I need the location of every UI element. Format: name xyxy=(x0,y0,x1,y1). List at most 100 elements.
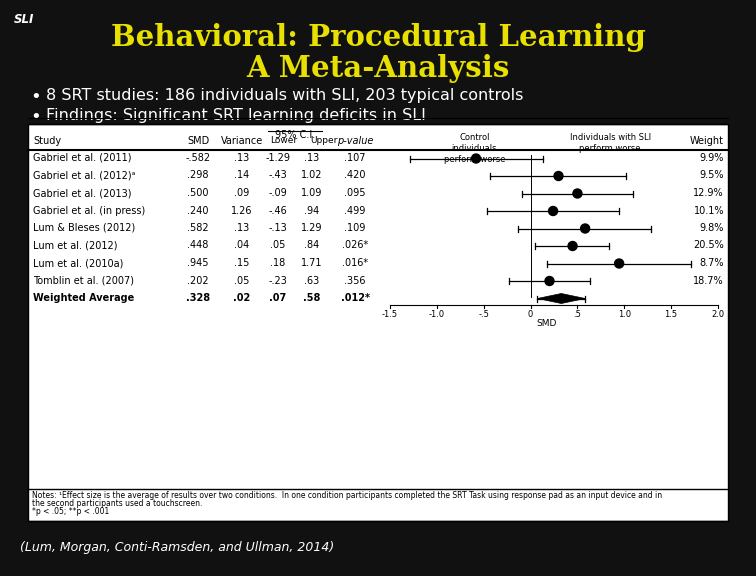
Text: .13: .13 xyxy=(305,153,320,163)
Text: (Lum, Morgan, Conti-Ramsden, and Ullman, 2014): (Lum, Morgan, Conti-Ramsden, and Ullman,… xyxy=(20,541,334,554)
Text: -.23: -.23 xyxy=(268,275,287,286)
Text: -.43: -.43 xyxy=(268,170,287,180)
Circle shape xyxy=(545,276,554,286)
Text: .012*: .012* xyxy=(340,293,370,303)
Text: A Meta-Analysis: A Meta-Analysis xyxy=(246,54,510,83)
Text: .15: .15 xyxy=(234,258,249,268)
Text: .58: .58 xyxy=(303,293,321,303)
Text: 1.71: 1.71 xyxy=(301,258,323,268)
Text: SMD: SMD xyxy=(537,319,557,328)
Text: .298: .298 xyxy=(187,170,209,180)
Text: .04: .04 xyxy=(234,241,249,251)
Circle shape xyxy=(568,241,577,251)
Text: Lum et al. (2012): Lum et al. (2012) xyxy=(33,241,117,251)
Text: .582: .582 xyxy=(187,223,209,233)
Text: Individuals with SLI
perform worse: Individuals with SLI perform worse xyxy=(570,133,651,153)
Text: .499: .499 xyxy=(344,206,366,215)
Text: -.09: -.09 xyxy=(268,188,287,198)
Text: .63: .63 xyxy=(305,275,320,286)
Text: Upper: Upper xyxy=(310,136,337,145)
Text: 8 SRT studies: 186 individuals with SLI, 203 typical controls: 8 SRT studies: 186 individuals with SLI,… xyxy=(46,88,523,103)
Text: Notes: ¹Effect size is the average of results over two conditions.  In one condi: Notes: ¹Effect size is the average of re… xyxy=(32,491,662,500)
Text: .5: .5 xyxy=(574,310,581,319)
Circle shape xyxy=(549,207,558,215)
Text: Weighted Average: Weighted Average xyxy=(33,293,135,303)
Text: .240: .240 xyxy=(187,206,209,215)
Text: .14: .14 xyxy=(234,170,249,180)
Text: SLI: SLI xyxy=(14,13,34,26)
Text: -.13: -.13 xyxy=(268,223,287,233)
Text: 0: 0 xyxy=(528,310,533,319)
Text: *p < .05; **p < .001: *p < .05; **p < .001 xyxy=(32,507,110,516)
Text: 1.0: 1.0 xyxy=(618,310,631,319)
Text: Study: Study xyxy=(33,136,61,146)
Text: 1.26: 1.26 xyxy=(231,206,253,215)
Text: .07: .07 xyxy=(269,293,287,303)
Text: 12.9%: 12.9% xyxy=(693,188,724,198)
Text: Variance: Variance xyxy=(221,136,263,146)
Text: -.46: -.46 xyxy=(268,206,287,215)
Text: -.5: -.5 xyxy=(479,310,489,319)
Text: 9.8%: 9.8% xyxy=(699,223,724,233)
Text: .328: .328 xyxy=(186,293,210,303)
Text: 1.09: 1.09 xyxy=(302,188,323,198)
Text: -1.29: -1.29 xyxy=(265,153,290,163)
Text: the second participants used a touchscreen.: the second participants used a touchscre… xyxy=(32,499,203,508)
Text: .94: .94 xyxy=(305,206,320,215)
Text: 18.7%: 18.7% xyxy=(693,275,724,286)
Text: 8.7%: 8.7% xyxy=(699,258,724,268)
Text: .05: .05 xyxy=(271,241,286,251)
Circle shape xyxy=(581,224,590,233)
Text: .356: .356 xyxy=(344,275,366,286)
Text: .18: .18 xyxy=(271,258,286,268)
Text: •: • xyxy=(30,88,41,106)
Text: Tomblin et al. (2007): Tomblin et al. (2007) xyxy=(33,275,134,286)
Text: -1.0: -1.0 xyxy=(429,310,445,319)
Text: .448: .448 xyxy=(187,241,209,251)
Text: .09: .09 xyxy=(234,188,249,198)
Text: .02: .02 xyxy=(234,293,251,303)
Text: .016*: .016* xyxy=(342,258,368,268)
Text: Gabriel et al. (2013): Gabriel et al. (2013) xyxy=(33,188,132,198)
Text: Gabriel et al. (2012)ᵃ: Gabriel et al. (2012)ᵃ xyxy=(33,170,135,180)
Text: •: • xyxy=(30,108,41,126)
Text: Lum & Bleses (2012): Lum & Bleses (2012) xyxy=(33,223,135,233)
Text: .095: .095 xyxy=(344,188,366,198)
Bar xyxy=(28,124,728,521)
Text: -1.5: -1.5 xyxy=(382,310,398,319)
Text: 1.29: 1.29 xyxy=(301,223,323,233)
Text: 9.5%: 9.5% xyxy=(699,170,724,180)
Text: 10.1%: 10.1% xyxy=(693,206,724,215)
Text: Weight: Weight xyxy=(690,136,724,146)
Text: .026*: .026* xyxy=(342,241,368,251)
Text: .107: .107 xyxy=(344,153,366,163)
Text: Behavioral: Procedural Learning: Behavioral: Procedural Learning xyxy=(110,23,646,52)
Text: p-value: p-value xyxy=(337,136,373,146)
Text: .05: .05 xyxy=(234,275,249,286)
Text: 1.02: 1.02 xyxy=(301,170,323,180)
Circle shape xyxy=(573,189,582,198)
Text: SMD: SMD xyxy=(187,136,209,146)
Text: -.582: -.582 xyxy=(185,153,211,163)
Text: .420: .420 xyxy=(344,170,366,180)
Text: .109: .109 xyxy=(344,223,366,233)
Polygon shape xyxy=(538,294,585,304)
Circle shape xyxy=(554,172,563,180)
Circle shape xyxy=(472,154,481,163)
Text: .13: .13 xyxy=(234,153,249,163)
Text: Lower: Lower xyxy=(270,136,297,145)
Text: 1.5: 1.5 xyxy=(665,310,677,319)
Text: .500: .500 xyxy=(187,188,209,198)
Circle shape xyxy=(615,259,624,268)
Text: 9.9%: 9.9% xyxy=(699,153,724,163)
Text: .945: .945 xyxy=(187,258,209,268)
Text: 2.0: 2.0 xyxy=(711,310,724,319)
Text: Lum et al. (2010a): Lum et al. (2010a) xyxy=(33,258,123,268)
Text: .84: .84 xyxy=(305,241,320,251)
Text: Gabriel et al. (in press): Gabriel et al. (in press) xyxy=(33,206,145,215)
Text: .202: .202 xyxy=(187,275,209,286)
Text: .13: .13 xyxy=(234,223,249,233)
Text: Gabriel et al. (2011): Gabriel et al. (2011) xyxy=(33,153,132,163)
Text: Control
individuals
perform worse: Control individuals perform worse xyxy=(444,133,505,164)
Text: 20.5%: 20.5% xyxy=(693,241,724,251)
